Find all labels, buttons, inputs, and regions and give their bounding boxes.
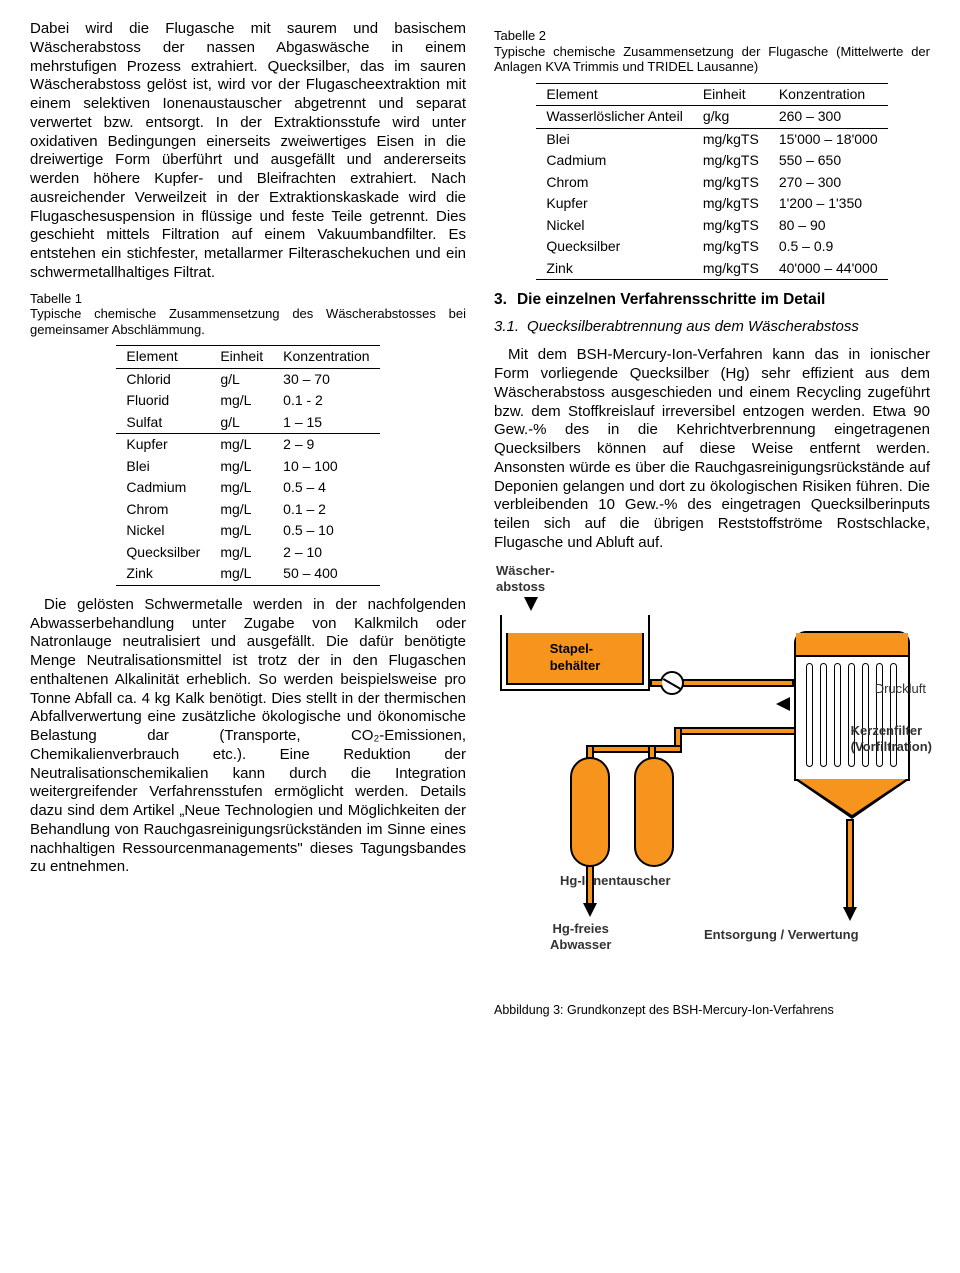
paragraph-2: Die gelösten Schwermetalle werden in der… <box>30 596 466 877</box>
pipe-out-1 <box>586 865 594 905</box>
table-cell: Quecksilber <box>116 542 210 564</box>
table-cell: 0.1 - 2 <box>273 390 379 412</box>
table-cell: mg/L <box>210 477 273 499</box>
table-cell: 1'200 – 1'350 <box>769 193 888 215</box>
table-cell: Cadmium <box>536 150 692 172</box>
arrow-entsorg-icon <box>843 907 857 921</box>
table-cell: 0.5 – 0.9 <box>769 236 888 258</box>
table-cell: Blei <box>116 456 210 478</box>
table-header: Element <box>536 83 692 106</box>
arrow-input-icon <box>524 597 538 611</box>
pipe-3 <box>674 727 796 735</box>
table-cell: mg/kgTS <box>693 150 769 172</box>
table2-caption: Tabelle 2 Typische chemische Zusammenset… <box>494 28 930 75</box>
table-cell: Sulfat <box>116 412 210 434</box>
section-3-title: Die einzelnen Verfahrensschritte im Deta… <box>517 290 825 309</box>
table-cell: Fluorid <box>116 390 210 412</box>
table-cell: 550 – 650 <box>769 150 888 172</box>
table-cell: mg/kgTS <box>693 236 769 258</box>
section-3-heading: 3. Die einzelnen Verfahrensschritte im D… <box>494 290 930 309</box>
label-kerzenfilter: Kerzenfilter (Vorfiltration) <box>851 723 932 756</box>
table-cell: Blei <box>536 128 692 150</box>
label-entsorgung: Entsorgung / Verwertung <box>704 927 859 943</box>
table-cell: 1 – 15 <box>273 412 379 434</box>
label-druckluft: Druckluft <box>875 681 926 697</box>
table-cell: 80 – 90 <box>769 215 888 237</box>
table-1: ElementEinheitKonzentration Chloridg/L30… <box>116 345 379 586</box>
label-abwasser: Hg-freies Abwasser <box>550 921 611 954</box>
table-cell: g/L <box>210 368 273 390</box>
ion-exchanger-1 <box>570 757 610 867</box>
table-cell: g/kg <box>693 106 769 129</box>
paragraph-3: Mit dem BSH-Mercury-Ion-Verfahren kann d… <box>494 346 930 552</box>
table-header: Einheit <box>693 83 769 106</box>
table-cell: 270 – 300 <box>769 172 888 194</box>
table-cell: mg/kgTS <box>693 172 769 194</box>
table-cell: 15'000 – 18'000 <box>769 128 888 150</box>
table-cell: 2 – 10 <box>273 542 379 564</box>
table-cell: 10 – 100 <box>273 456 379 478</box>
table-header: Konzentration <box>769 83 888 106</box>
subsection-3-1-heading: 3.1. Quecksilberabtrennung aus dem Wäsch… <box>494 318 930 337</box>
figure-3-caption: Abbildung 3: Grundkonzept des BSH-Mercur… <box>494 1003 930 1019</box>
table-cell: Nickel <box>116 520 210 542</box>
pipe-filter-down <box>846 819 854 909</box>
table-cell: Kupfer <box>116 434 210 456</box>
table-2: ElementEinheitKonzentration Wasserlöslic… <box>536 83 887 281</box>
table-cell: mg/L <box>210 390 273 412</box>
process-diagram: Wäscher- abstoss Stapel- behälter Druckl… <box>494 561 924 961</box>
label-wascherabstoss: Wäscher- abstoss <box>496 563 555 596</box>
table-header: Konzentration <box>273 346 379 369</box>
table-cell: mg/L <box>210 434 273 456</box>
table-cell: 0.5 – 4 <box>273 477 379 499</box>
subsection-3-1-number: 3.1. <box>494 318 519 337</box>
table-cell: 50 – 400 <box>273 563 379 585</box>
kerzenfilter <box>794 631 910 781</box>
paragraph-1: Dabei wird die Flugasche mit saurem und … <box>30 20 466 283</box>
table-cell: Quecksilber <box>536 236 692 258</box>
left-column: Dabei wird die Flugasche mit saurem und … <box>30 20 466 1018</box>
table-cell: Cadmium <box>116 477 210 499</box>
right-column: Tabelle 2 Typische chemische Zusammenset… <box>494 20 930 1018</box>
pipe-1 <box>650 679 662 687</box>
table-cell: Chrom <box>116 499 210 521</box>
pipe-3e <box>648 745 656 759</box>
section-3-number: 3. <box>494 290 507 309</box>
table-cell: 0.1 – 2 <box>273 499 379 521</box>
label-ionentauscher: Hg-Ionentauscher <box>560 873 671 889</box>
table-header: Einheit <box>210 346 273 369</box>
table-cell: mg/kgTS <box>693 215 769 237</box>
pipe-3c <box>586 745 682 753</box>
table-cell: Nickel <box>536 215 692 237</box>
table-cell: 2 – 9 <box>273 434 379 456</box>
arrow-abwasser-icon <box>583 903 597 917</box>
table-cell: Chlorid <box>116 368 210 390</box>
table-cell: mg/L <box>210 499 273 521</box>
table-cell: g/L <box>210 412 273 434</box>
stapelbehalter-liquid: Stapel- behälter <box>506 633 644 685</box>
table-cell: 40'000 – 44'000 <box>769 258 888 280</box>
table-cell: Zink <box>536 258 692 280</box>
table-cell: Wasserlöslicher Anteil <box>536 106 692 129</box>
table-cell: Zink <box>116 563 210 585</box>
table-cell: Chrom <box>536 172 692 194</box>
subsection-3-1-title: Quecksilberabtrennung aus dem Wäscher­ab… <box>527 318 859 337</box>
table-cell: mg/L <box>210 456 273 478</box>
table-cell: 30 – 70 <box>273 368 379 390</box>
arrow-druckluft-icon <box>776 697 790 711</box>
table-cell: 260 – 300 <box>769 106 888 129</box>
pipe-2 <box>682 679 794 687</box>
table-cell: mg/kgTS <box>693 128 769 150</box>
ion-exchanger-2 <box>634 757 674 867</box>
table-cell: mg/L <box>210 520 273 542</box>
table-cell: 0.5 – 10 <box>273 520 379 542</box>
table-cell: mg/kgTS <box>693 193 769 215</box>
table-cell: Kupfer <box>536 193 692 215</box>
pump-icon <box>660 671 684 695</box>
table1-caption: Tabelle 1 Typische chemische Zusammenset… <box>30 291 466 338</box>
table-header: Element <box>116 346 210 369</box>
table-cell: mg/L <box>210 563 273 585</box>
table-cell: mg/kgTS <box>693 258 769 280</box>
table-cell: mg/L <box>210 542 273 564</box>
